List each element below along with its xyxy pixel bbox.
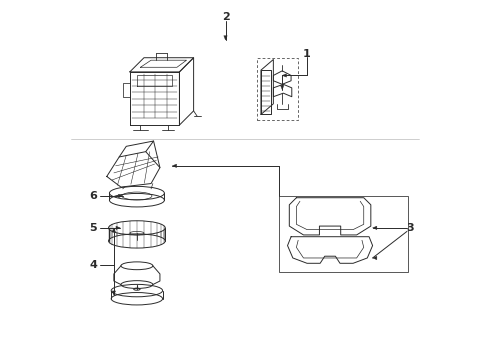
Text: 3: 3 xyxy=(406,223,414,233)
Bar xyxy=(279,196,408,272)
Text: 4: 4 xyxy=(89,260,97,270)
Text: 2: 2 xyxy=(221,12,229,22)
Polygon shape xyxy=(116,226,120,230)
Polygon shape xyxy=(119,194,122,198)
Text: 6: 6 xyxy=(89,191,97,201)
Polygon shape xyxy=(372,256,377,260)
Polygon shape xyxy=(280,85,284,90)
Bar xyxy=(257,58,298,120)
Polygon shape xyxy=(282,74,287,77)
Polygon shape xyxy=(224,36,227,40)
Polygon shape xyxy=(372,226,377,230)
Text: 5: 5 xyxy=(90,223,97,233)
Polygon shape xyxy=(112,228,116,232)
Text: 1: 1 xyxy=(303,49,311,59)
Polygon shape xyxy=(112,291,116,295)
Polygon shape xyxy=(172,164,176,167)
